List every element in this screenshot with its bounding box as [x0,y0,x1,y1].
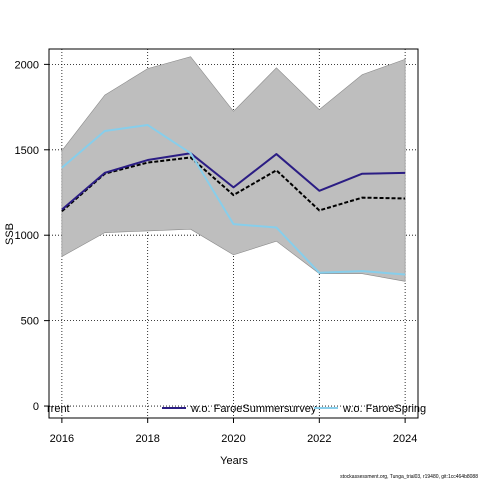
legend: rrent w.o. FaroeSummersurvey w.o. FaroeS… [47,403,426,415]
series-line-1 [61,152,406,211]
x-tick-label-1: 2018 [135,433,159,445]
footer-text: stockassessment.org, Tunga_trial03, r194… [340,474,478,480]
y-tick-label-1: 500 [21,316,39,328]
y-tick-label-2: 1000 [15,230,39,242]
y-axis-title: SSB [4,223,16,245]
y-axis-ticks: 0 500 1000 1500 2000 [15,59,49,413]
y-tick-label-3: 1500 [15,145,39,157]
x-tick-label-4: 2024 [393,433,417,445]
x-tick-label-3: 2022 [307,433,331,445]
legend-label-0: rrent [47,403,70,415]
legend-label-spring: w.o. FaroeSpring [342,403,426,415]
x-axis-ticks: 2016 2018 2020 2022 2024 [50,418,417,445]
plot-frame [48,48,419,419]
y-tick-label-4: 2000 [15,59,39,71]
legend-label-summer: w.o. FaroeSummersurvey [190,403,317,415]
series-line-0 [61,156,406,213]
series-line-2 [61,124,406,276]
series-lines [61,124,406,276]
confidence-band [61,56,406,282]
y-tick-label-0: 0 [33,401,39,413]
x-tick-label-2: 2020 [221,433,245,445]
x-tick-label-0: 2016 [50,433,74,445]
x-axis-title: Years [220,455,248,467]
